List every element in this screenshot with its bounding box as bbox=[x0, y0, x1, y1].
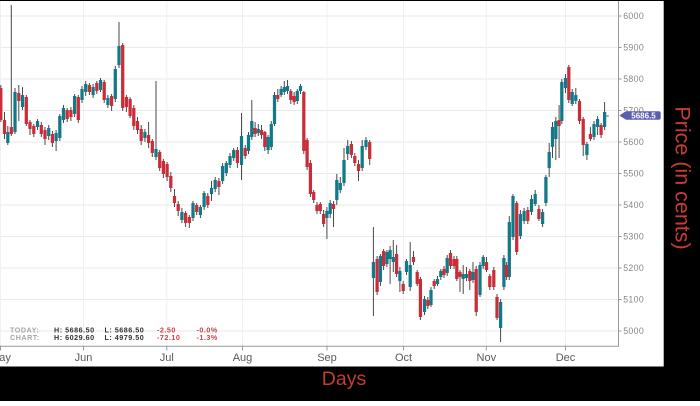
svg-text:5000: 5000 bbox=[623, 326, 644, 336]
svg-text:-0.0%: -0.0% bbox=[197, 325, 218, 334]
svg-text:Aug: Aug bbox=[233, 352, 253, 364]
svg-text:5100: 5100 bbox=[623, 295, 644, 305]
svg-text:Nov: Nov bbox=[477, 352, 497, 364]
svg-text:H: 5686.50: H: 5686.50 bbox=[54, 325, 95, 334]
svg-text:Price (in cents): Price (in cents) bbox=[671, 106, 695, 249]
svg-text:Jul: Jul bbox=[160, 352, 174, 364]
svg-text:L: 5686.50: L: 5686.50 bbox=[105, 325, 145, 334]
svg-text:H: 6029.60: H: 6029.60 bbox=[54, 333, 95, 342]
svg-text:CHART:: CHART: bbox=[10, 333, 40, 342]
svg-text:Jun: Jun bbox=[75, 352, 93, 364]
svg-text:L: 4979.50: L: 4979.50 bbox=[105, 333, 145, 342]
svg-text:5300: 5300 bbox=[623, 232, 644, 242]
svg-text:5800: 5800 bbox=[623, 74, 644, 84]
svg-text:5400: 5400 bbox=[623, 200, 644, 210]
svg-text:Sep: Sep bbox=[317, 352, 337, 364]
svg-text:5200: 5200 bbox=[623, 263, 644, 273]
svg-text:Dec: Dec bbox=[556, 352, 576, 364]
svg-text:Days: Days bbox=[322, 368, 367, 390]
svg-text:5500: 5500 bbox=[623, 169, 644, 179]
svg-text:5600: 5600 bbox=[623, 137, 644, 147]
svg-text:-2.50: -2.50 bbox=[157, 325, 176, 334]
svg-text:-1.3%: -1.3% bbox=[197, 333, 218, 342]
svg-text:5700: 5700 bbox=[623, 106, 644, 116]
svg-text:5900: 5900 bbox=[623, 43, 644, 53]
svg-text:5686.5: 5686.5 bbox=[631, 111, 656, 120]
svg-text:-72.10: -72.10 bbox=[157, 333, 180, 342]
svg-text:6000: 6000 bbox=[623, 11, 644, 21]
svg-text:May: May bbox=[0, 352, 11, 364]
svg-text:TODAY:: TODAY: bbox=[10, 325, 39, 334]
svg-text:Oct: Oct bbox=[395, 352, 412, 364]
